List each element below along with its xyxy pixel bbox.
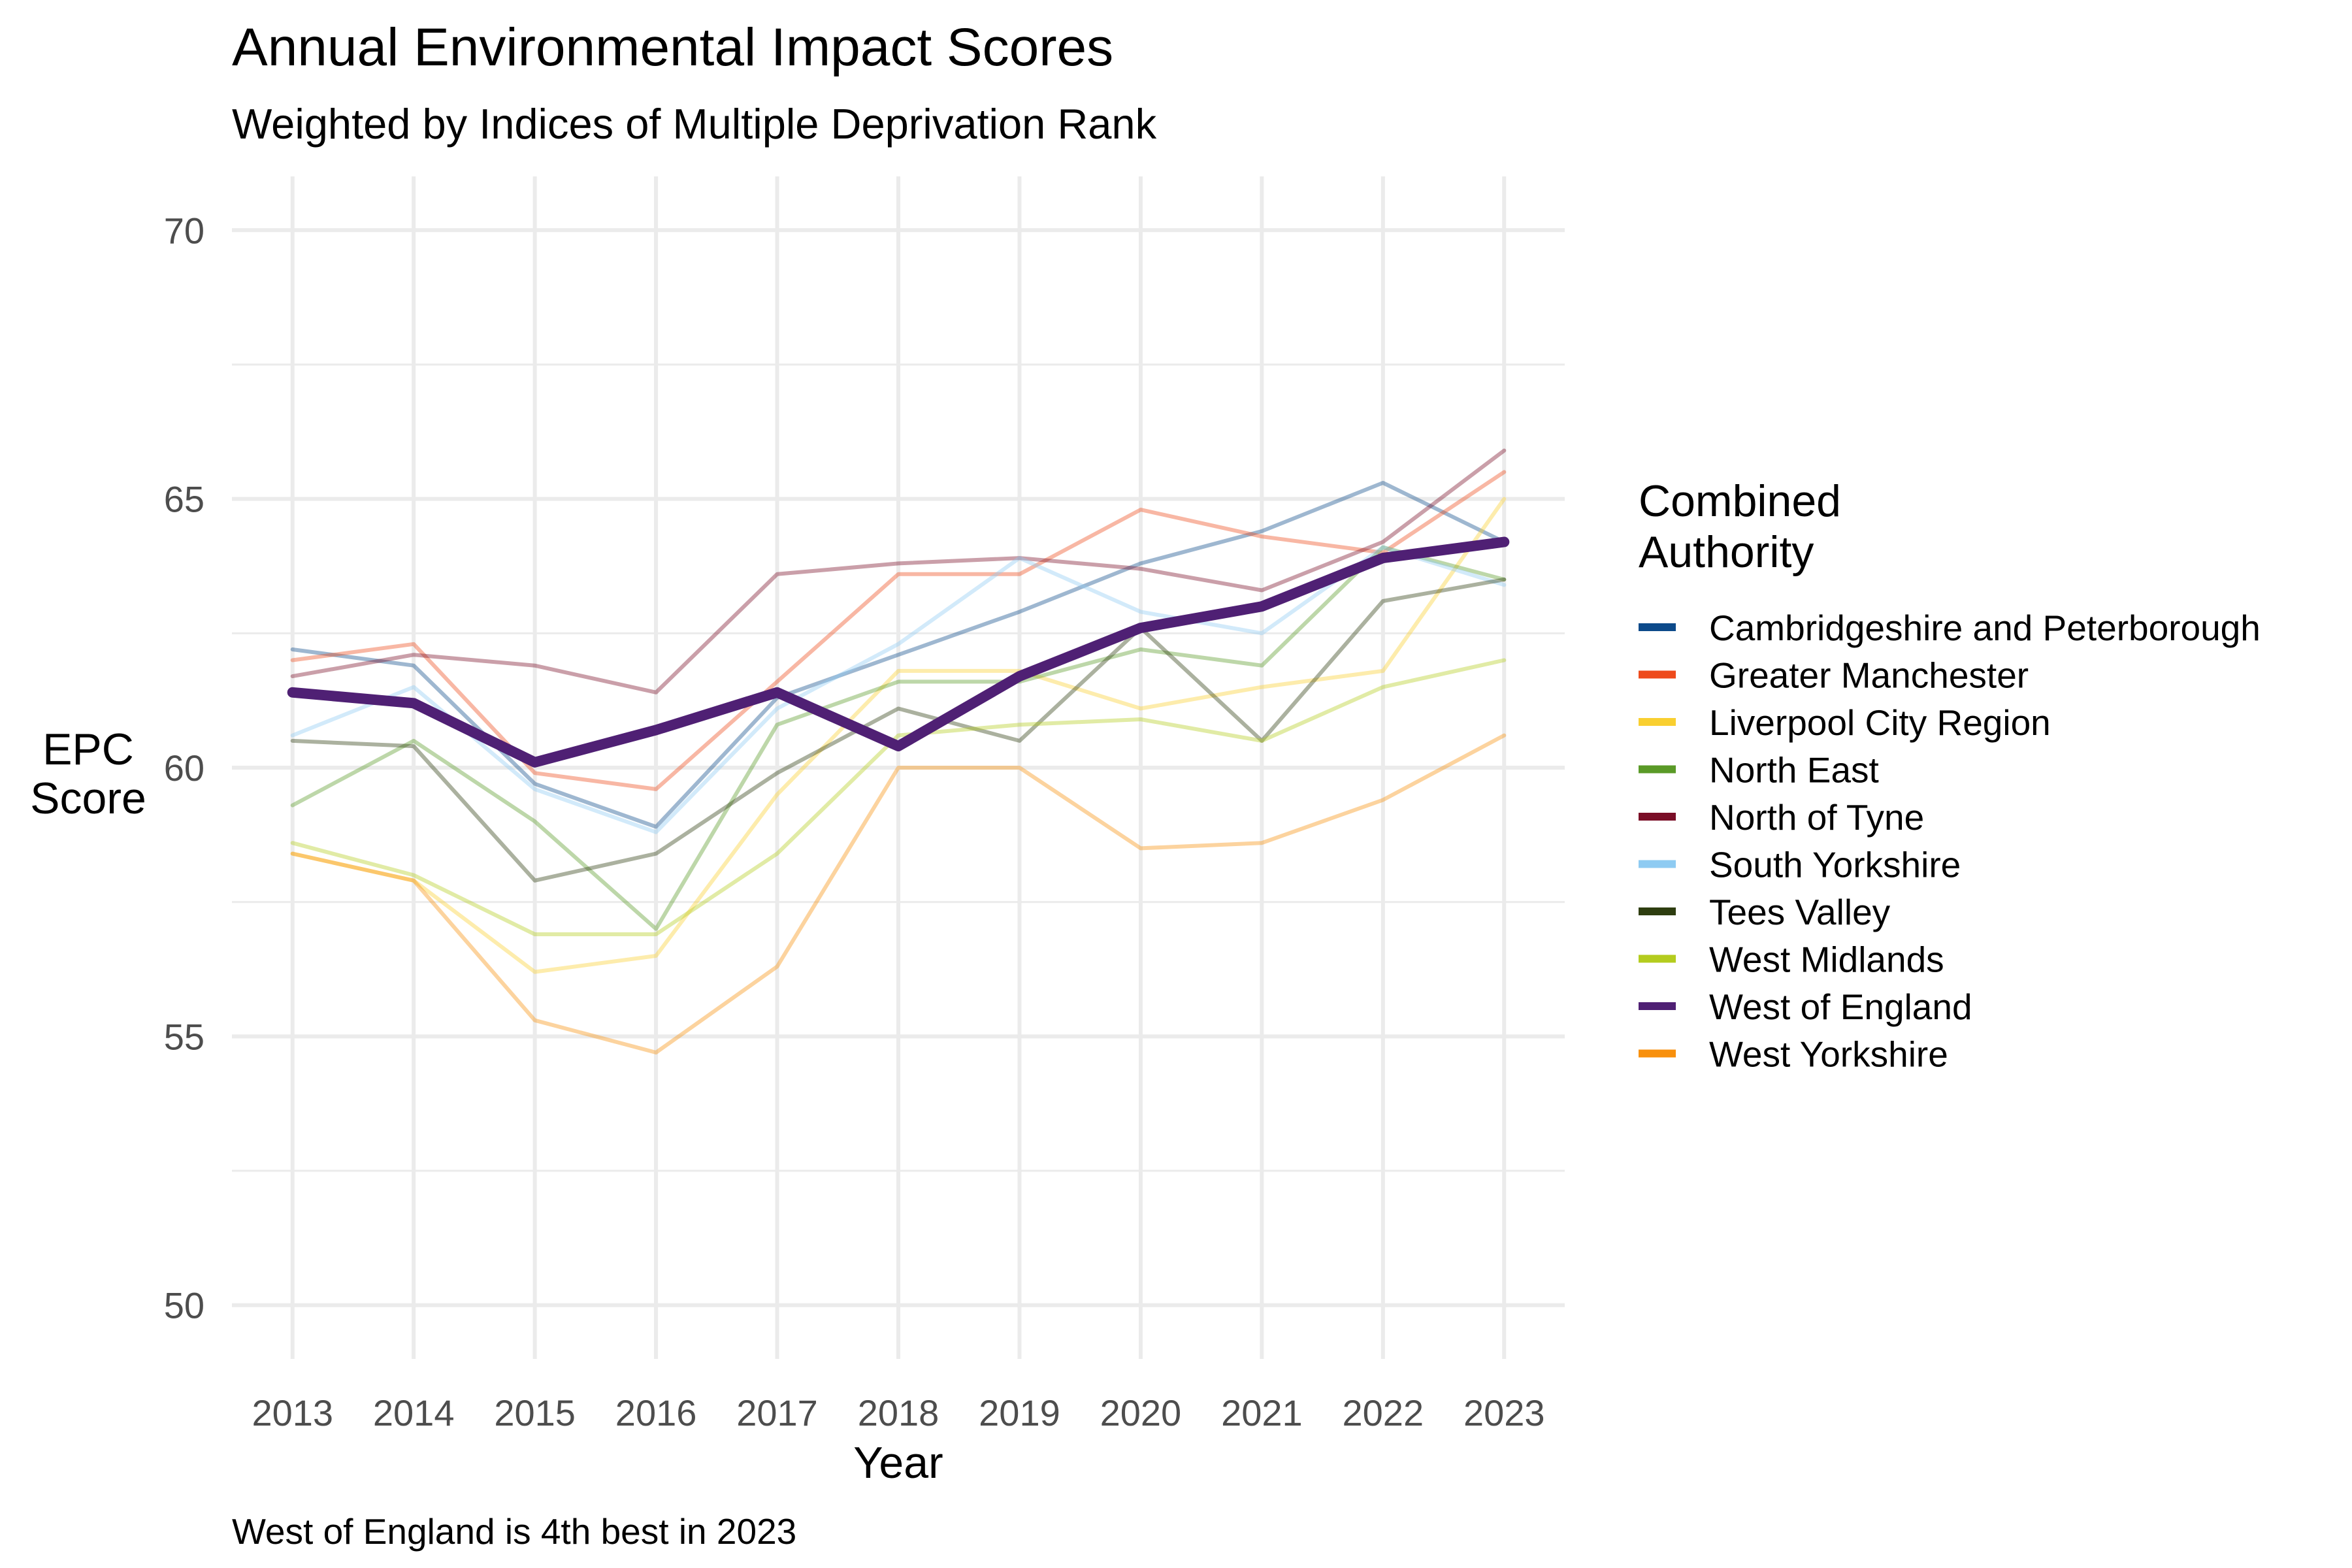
x-tick-label: 2017: [736, 1392, 818, 1433]
x-tick-label: 2013: [252, 1392, 333, 1433]
x-tick-label: 2020: [1100, 1392, 1182, 1433]
y-axis-title-line-2: Score: [30, 774, 146, 823]
y-tick-label: 70: [164, 210, 204, 251]
legend-label: West Midlands: [1709, 939, 1944, 980]
series-line-north-east: [290, 545, 1507, 931]
x-tick-label: 2018: [858, 1392, 939, 1433]
series-line-west-yorkshire: [290, 733, 1507, 1054]
series-line-north-of-tyne: [290, 448, 1507, 694]
x-tick-label: 2023: [1463, 1392, 1545, 1433]
y-tick-labels: 50 55 60 65 70: [164, 210, 204, 1326]
legend-label: Tees Valley: [1709, 892, 1891, 932]
legend-label: West of England: [1709, 987, 1972, 1027]
legend: Combined Authority Cambridgeshire and Pe…: [1639, 476, 2261, 1075]
x-tick-labels: 2013 2014 2015 2016 2017 2018 2019 2020 2021 2022…: [252, 1392, 1544, 1433]
x-tick-label: 2014: [373, 1392, 455, 1433]
legend-label: North of Tyne: [1709, 797, 1924, 838]
series-line-tees-valley: [290, 578, 1507, 883]
series-lines: [287, 448, 1510, 1054]
x-axis-title: Year: [853, 1438, 943, 1488]
y-tick-label: 50: [164, 1285, 204, 1326]
x-tick-label: 2022: [1343, 1392, 1424, 1433]
chart-caption: West of England is 4th best in 2023: [232, 1511, 796, 1552]
legend-label: Greater Manchester: [1709, 655, 2029, 696]
legend-label: Cambridgeshire and Peterborough: [1709, 608, 2261, 648]
series-line-south-yorkshire: [290, 545, 1507, 834]
series-line-greater-manchester: [290, 470, 1507, 791]
y-tick-label: 65: [164, 479, 204, 520]
legend-label: Liverpool City Region: [1709, 702, 2051, 743]
legend-label: North East: [1709, 750, 1879, 791]
y-tick-label: 60: [164, 747, 204, 789]
legend-title-line-2: Authority: [1639, 527, 1814, 577]
series-line-west-midlands: [290, 658, 1507, 936]
grid-major: [232, 176, 1565, 1359]
legend-title-line-1: Combined: [1639, 476, 1841, 526]
x-tick-label: 2019: [979, 1392, 1060, 1433]
x-tick-label: 2015: [494, 1392, 576, 1433]
y-tick-label: 55: [164, 1016, 204, 1057]
y-axis-title-line-1: EPC: [42, 725, 134, 774]
x-tick-label: 2016: [615, 1392, 697, 1433]
legend-items: Cambridgeshire and Peterborough Greater M…: [1639, 608, 2261, 1075]
chart-title: Annual Environmental Impact Scores: [232, 18, 1113, 77]
series-line-liverpool-city-region: [290, 497, 1507, 974]
chart-subtitle: Weighted by Indices of Multiple Deprivat…: [232, 100, 1157, 148]
legend-label: South Yorkshire: [1709, 845, 1961, 885]
x-tick-label: 2021: [1221, 1392, 1303, 1433]
legend-label: West Yorkshire: [1709, 1034, 1948, 1075]
series-line-west-of-england: [287, 536, 1510, 768]
